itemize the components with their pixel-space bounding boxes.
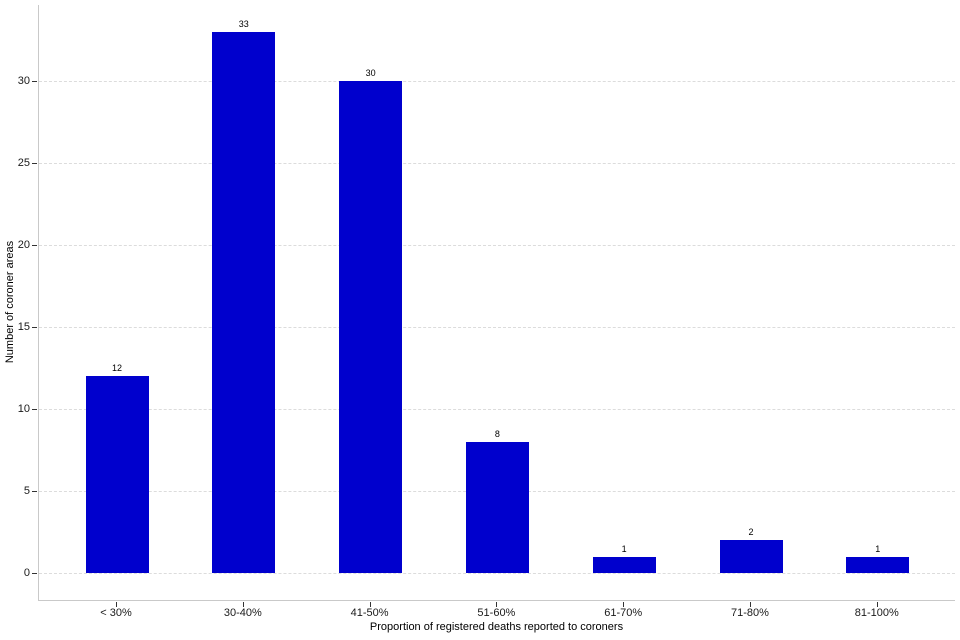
bar [465,441,529,573]
bar [212,31,276,573]
bar-value-label: 12 [111,363,122,374]
bar-value-label: 2 [748,527,754,538]
gridline [39,81,955,82]
y-tick [32,245,37,246]
bar [339,81,403,573]
bar-value-label: 1 [621,543,627,554]
x-tick [116,602,117,607]
bar-value-label: 30 [365,68,376,78]
y-tick [32,81,37,82]
x-tick-label: 61-70% [604,607,643,619]
gridline [39,163,955,164]
y-tick [32,409,37,410]
y-tick [32,573,37,574]
x-tick [623,602,625,607]
plot-area: 12 33 30 8 1 2 1 [38,5,955,601]
y-tick-label: 30 [17,75,30,87]
x-tick-label: 51-60% [477,607,516,619]
gridline [39,245,955,246]
bar [85,376,149,573]
bar-value-label: 1 [875,543,881,554]
bar-value-label: 8 [494,428,500,439]
y-tick-label: 15 [17,321,30,333]
x-tick-label: < 30% [100,607,132,619]
y-tick-label: 0 [23,567,30,579]
x-tick-label: 30-40% [223,607,262,619]
bar-value-label: 33 [238,18,249,29]
x-tick-label: 71-80% [731,607,769,619]
y-tick [32,327,37,328]
x-tick-label: 41-50% [350,607,389,619]
bar [592,556,656,573]
y-tick-label: 25 [17,157,30,169]
x-tick [369,602,371,607]
gridline [39,409,955,410]
x-tick [876,602,878,607]
bar [719,540,783,573]
y-tick [32,163,37,164]
x-tick-label: 81-100% [854,607,899,619]
y-tick-label: 20 [17,239,30,251]
x-axis-title: Proportion of registered deaths reported… [369,621,624,633]
gridline [39,327,955,328]
y-axis-title: Number of coroner areas [4,240,16,364]
x-tick [242,602,244,607]
y-tick-label: 5 [23,485,30,497]
gridline [39,573,955,574]
y-tick-label: 10 [17,403,30,415]
x-tick [750,602,751,607]
bar [846,556,910,573]
y-tick [32,491,37,492]
x-tick [496,602,498,607]
